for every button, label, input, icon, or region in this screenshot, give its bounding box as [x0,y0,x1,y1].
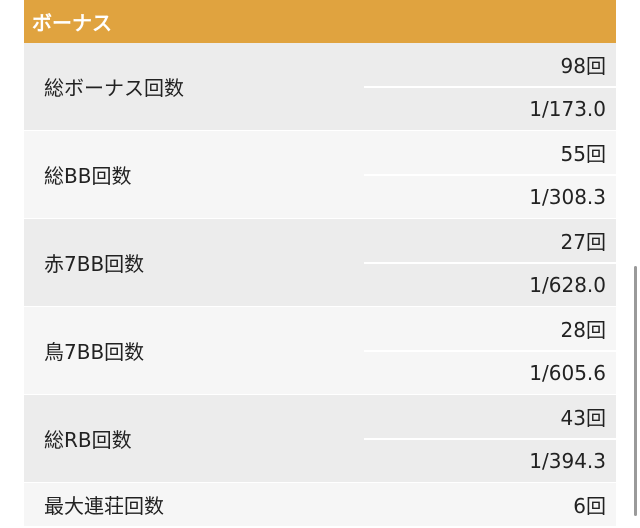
stat-count: 28回 [364,307,616,352]
stat-row-total-bb: 総BB回数 55回 1/308.3 [24,131,616,219]
stat-values: 55回 1/308.3 [364,131,616,218]
stat-probability: 1/173.0 [529,96,606,121]
stat-label: 最大連荘回数 [44,494,164,518]
section-header: ボーナス [24,0,616,43]
stat-label: 総RB回数 [44,428,132,452]
section-title: ボーナス [32,11,112,35]
scrollbar-thumb[interactable] [634,266,637,516]
stat-count: 55回 [364,131,616,176]
stat-label: 鳥7BB回数 [44,340,145,364]
stat-count: 27回 [364,219,616,264]
stat-probability: 1/308.3 [529,184,606,209]
stat-values: 43回 1/394.3 [364,395,616,482]
stat-row-total-bonus: 総ボーナス回数 98回 1/173.0 [24,43,616,131]
bonus-stats-panel: ボーナス 総ボーナス回数 98回 1/173.0 総BB回数 55回 1/308… [24,0,616,527]
stat-row-bird7-bb: 鳥7BB回数 28回 1/605.6 [24,307,616,395]
stat-count: 6回 [573,494,606,518]
stat-values: 27回 1/628.0 [364,219,616,306]
stat-count: 98回 [364,43,616,88]
stat-label: 赤7BB回数 [44,252,145,276]
stat-label: 総ボーナス回数 [44,76,184,100]
stat-label: 総BB回数 [44,164,132,188]
stat-row-max-streak: 最大連荘回数 6回 [24,483,616,527]
stat-row-total-rb: 総RB回数 43回 1/394.3 [24,395,616,483]
stat-values: 6回 [364,483,616,526]
stat-probability: 1/605.6 [529,360,606,385]
stat-values: 28回 1/605.6 [364,307,616,394]
stat-values: 98回 1/173.0 [364,43,616,130]
stat-count: 43回 [364,395,616,440]
stat-row-red7-bb: 赤7BB回数 27回 1/628.0 [24,219,616,307]
stat-probability: 1/628.0 [529,272,606,297]
stat-probability: 1/394.3 [529,448,606,473]
